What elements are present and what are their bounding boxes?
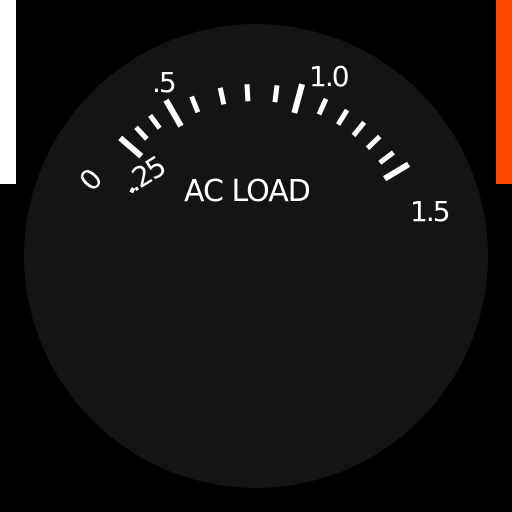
minor-tick-7 (244, 84, 251, 102)
major-tick-9 (291, 83, 305, 114)
major-tick-1 (118, 135, 144, 159)
tick-marks (118, 83, 411, 194)
dial-face (24, 24, 488, 488)
minor-tick-5 (189, 95, 201, 114)
minor-tick-12 (351, 120, 367, 138)
scale-label-15: 1.5 (410, 195, 449, 228)
scale-label-10: 1.0 (309, 60, 348, 93)
minor-tick-11 (335, 108, 350, 126)
minor-tick-6 (217, 87, 227, 105)
minor-tick-13 (365, 134, 382, 151)
scale-label-05: .5 (152, 66, 175, 99)
right-indicator-bar (496, 0, 512, 184)
minor-tick-8 (272, 84, 280, 103)
left-indicator-bar (0, 0, 16, 184)
minor-tick-3 (148, 113, 162, 130)
minor-tick-10 (316, 97, 329, 116)
minor-tick-14 (378, 150, 395, 165)
major-tick-4 (163, 98, 184, 128)
minor-tick-2 (134, 125, 149, 141)
gauge-title: AC LOAD (184, 174, 310, 209)
minor-tick-0 (129, 187, 136, 194)
major-tick-15 (383, 161, 411, 182)
